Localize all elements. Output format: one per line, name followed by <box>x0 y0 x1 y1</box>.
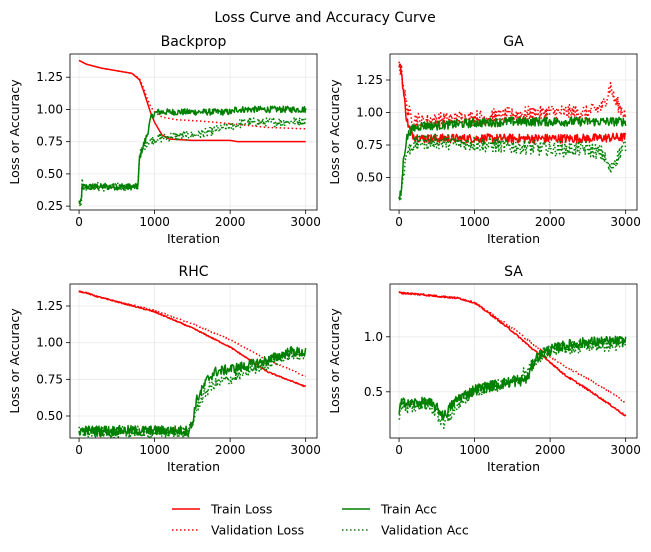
x-tick-label: 0 <box>75 443 83 457</box>
legend-label: Train Loss <box>210 502 272 517</box>
y-axis-label: Loss or Accuracy <box>327 79 342 185</box>
series-line-train-loss <box>398 63 627 144</box>
subplot-title: SA <box>504 264 523 280</box>
x-axis-label: Iteration <box>487 231 540 246</box>
x-tick-label: 3000 <box>290 443 321 457</box>
legend: Train Loss Validation Loss Train Acc Valida… <box>172 502 469 538</box>
x-tick-label: 3000 <box>610 443 641 457</box>
series-line-validation-acc <box>78 116 307 208</box>
x-tick-label: 3000 <box>610 215 641 229</box>
subplot-backprop: 0 1000 2000 3000 0.25 0.50 0.75 1.00 1.25 Backpro… <box>7 34 321 246</box>
y-tick-label: 0.50 <box>36 409 63 423</box>
subplot-title: GA <box>503 34 524 50</box>
y-tick-label: 1.00 <box>36 102 63 116</box>
x-axis-label: Iteration <box>487 459 540 474</box>
x-tick-label: 2000 <box>535 215 566 229</box>
series-line-train-loss <box>398 291 627 417</box>
series-line-validation-loss <box>398 291 627 403</box>
series-line-validation-loss <box>78 59 306 130</box>
y-tick-label: 1.25 <box>36 299 63 313</box>
x-tick-label: 1000 <box>459 443 490 457</box>
axes-frame <box>69 283 318 439</box>
y-tick-label: 0.75 <box>36 372 63 386</box>
x-tick-label: 0 <box>395 443 403 457</box>
legend-label: Validation Loss <box>211 523 304 538</box>
y-tick-label: 0.50 <box>36 167 63 181</box>
x-tick-label: 2000 <box>215 215 246 229</box>
series-line-validation-acc <box>398 132 627 202</box>
x-tick-label: 1000 <box>139 215 170 229</box>
y-tick-label: 0.50 <box>356 171 383 185</box>
x-tick-label: 3000 <box>290 215 321 229</box>
y-axis-label: Loss or Accuracy <box>7 79 22 185</box>
series-line-train-acc <box>398 335 627 421</box>
subplot-title: RHC <box>178 264 208 280</box>
subplots: 0 1000 2000 30000.250.500.751.001.25Backpro… <box>7 34 641 474</box>
series-line-validation-loss <box>78 290 307 377</box>
y-tick-label: 1.25 <box>356 73 383 87</box>
figure-title: Loss Curve and Accuracy Curve <box>214 10 435 26</box>
axes-frame <box>389 53 638 211</box>
x-axis-label: Iteration <box>167 459 220 474</box>
axes-frame <box>69 53 318 211</box>
legend-label: Validation Acc <box>381 523 469 538</box>
series-line-validation-acc <box>78 348 307 438</box>
y-tick-label: 0.75 <box>36 135 63 149</box>
series-line-train-acc <box>398 116 627 201</box>
series-line-train-acc <box>78 105 307 205</box>
legend-label: Train Acc <box>380 502 437 517</box>
series-line-validation-loss <box>398 61 627 130</box>
x-tick-label: 1000 <box>139 443 170 457</box>
x-axis-label: Iteration <box>167 231 220 246</box>
y-tick-label: 0.25 <box>36 199 63 213</box>
plot-area <box>78 59 307 208</box>
plot-area <box>78 290 307 438</box>
series-line-train-loss <box>78 290 307 388</box>
y-axis-label: Loss or Accuracy <box>327 308 342 414</box>
subplot-title: Backprop <box>161 34 227 50</box>
series-line-train-loss <box>78 59 306 143</box>
subplot-sa: 0 1000 2000 3000 0.5 1.0 SA Iteration Loss or Ac… <box>327 264 641 474</box>
series-line-validation-acc <box>398 338 627 430</box>
y-tick-label: 1.0 <box>364 330 383 344</box>
y-tick-label: 1.00 <box>356 106 383 120</box>
axes-frame <box>389 283 638 439</box>
y-tick-label: 0.5 <box>364 385 383 399</box>
plot-area <box>398 291 627 430</box>
x-tick-label: 0 <box>395 215 403 229</box>
x-tick-label: 0 <box>75 215 83 229</box>
y-tick-label: 1.00 <box>36 336 63 350</box>
x-tick-label: 1000 <box>459 215 490 229</box>
series-line-train-acc <box>78 345 307 437</box>
x-tick-label: 2000 <box>535 443 566 457</box>
y-tick-label: 1.25 <box>36 70 63 84</box>
subplot-ga: 0 1000 2000 3000 0.50 0.75 1.00 1.25 GA Iteration… <box>327 34 641 246</box>
y-axis-label: Loss or Accuracy <box>7 308 22 414</box>
plot-area <box>398 61 627 202</box>
x-tick-label: 2000 <box>215 443 246 457</box>
y-tick-label: 0.75 <box>356 138 383 152</box>
subplot-rhc: 0 1000 2000 3000 0.50 0.75 1.00 1.25 RHC Iteratio… <box>7 264 321 474</box>
